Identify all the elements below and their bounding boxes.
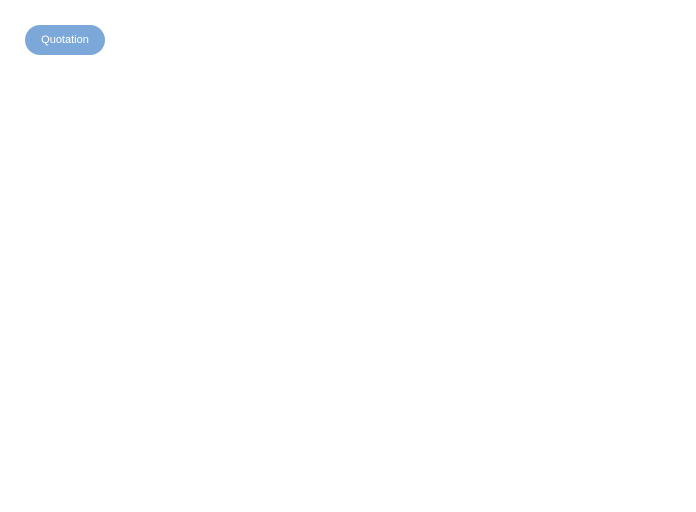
- node-quotation: Quotation: [25, 25, 105, 55]
- flowchart-canvas: Quotation: [0, 0, 696, 512]
- arrow-layer: [0, 0, 696, 512]
